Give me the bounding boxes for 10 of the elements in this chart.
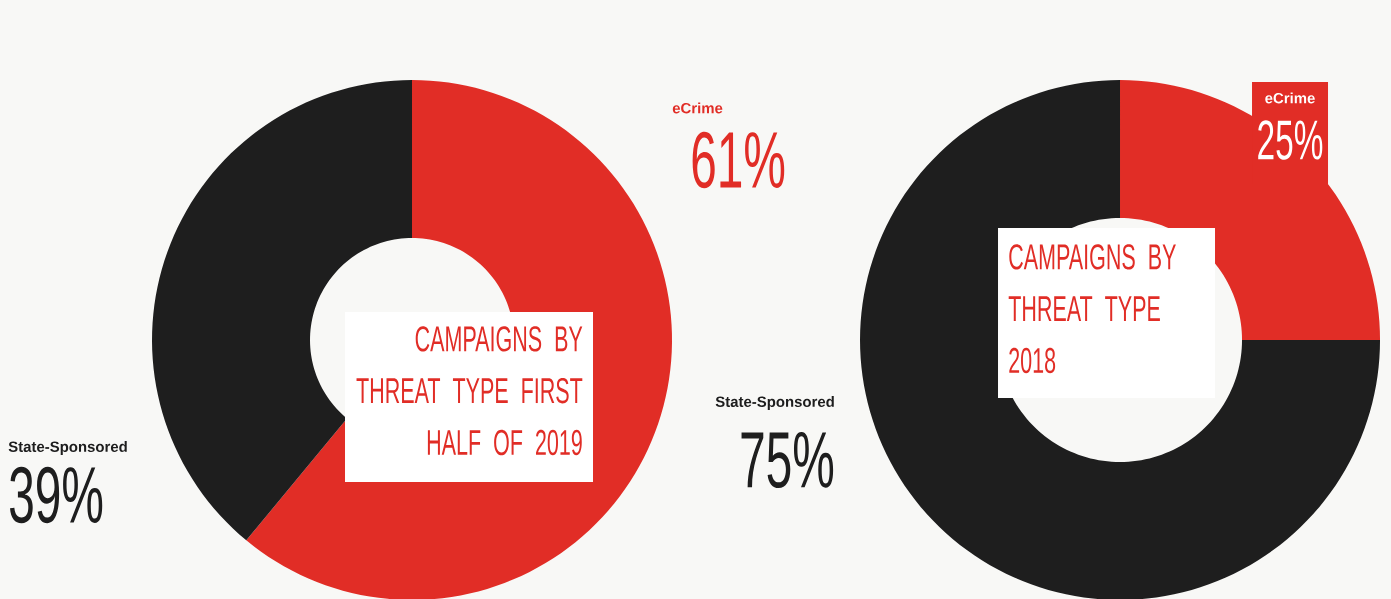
data-label: 25% [1258, 120, 1323, 160]
text: CAMPAIGNS BY THREAT TYPE 2018 [1008, 244, 1176, 374]
slice-label: eCrime [672, 102, 723, 114]
slice-label: State-Sponsored [8, 441, 127, 455]
data-label: 39% [10, 466, 103, 524]
text: CAMPAIGNS BY THREAT TYPE FIRST HALF OF 2019 [356, 326, 583, 456]
data-label: 61% [692, 131, 785, 189]
data-label: 75% [741, 431, 834, 489]
slice-label: eCrime [1265, 92, 1315, 104]
slice-label: State-Sponsored [715, 396, 834, 410]
